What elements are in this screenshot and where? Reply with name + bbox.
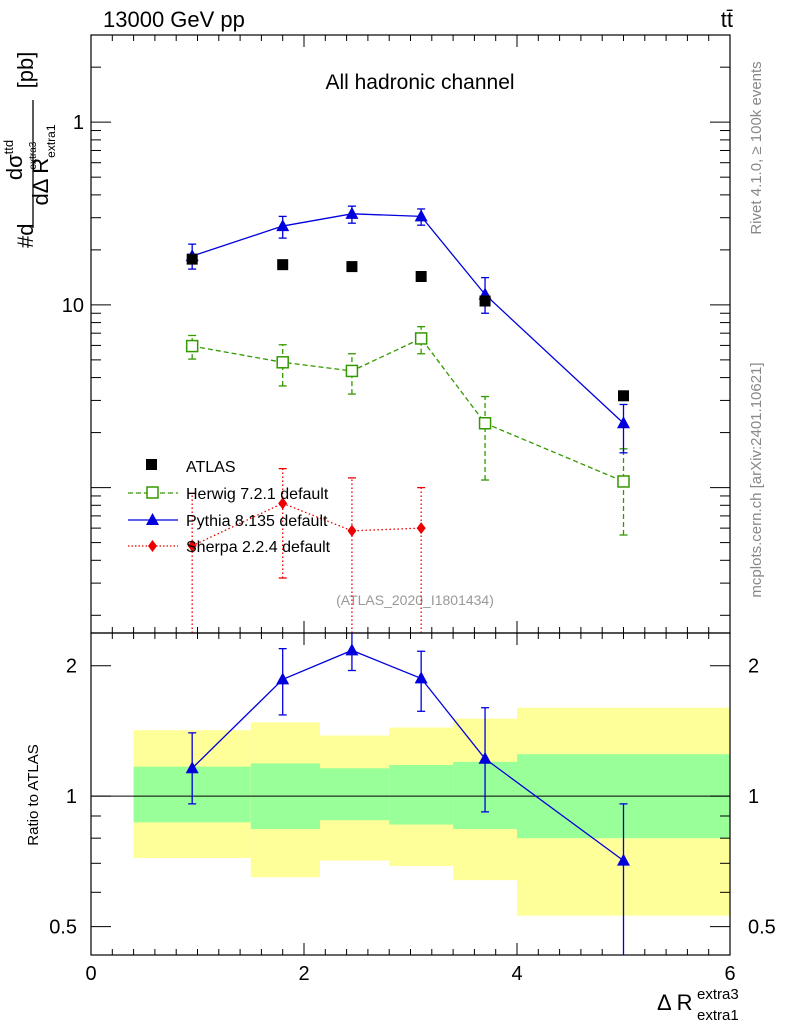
mcplots-label: mcplots.cern.ch [arXiv:2401.10621] xyxy=(748,362,765,597)
svg-text:Δ R: Δ R xyxy=(657,990,692,1015)
sherpa-point xyxy=(278,497,288,510)
y-tick-label-ratio: 0.5 xyxy=(49,917,77,939)
atlas-point xyxy=(277,259,289,271)
legend-herwig-label: Herwig 7.2.1 default xyxy=(186,486,329,503)
sherpa-point xyxy=(347,524,357,537)
y-tick-label-ratio: 1 xyxy=(66,786,77,808)
legend-pythia-marker xyxy=(146,513,159,525)
pythia-line xyxy=(191,213,624,424)
ratio-pythia-point xyxy=(414,671,428,684)
atlas-point xyxy=(479,295,491,307)
energy-label: 13000 GeV pp xyxy=(103,7,245,32)
ratio-pythia-line xyxy=(191,649,624,862)
legend: ATLAS Herwig 7.2.1 default Pythia 8.135 … xyxy=(128,459,331,556)
pythia-point xyxy=(345,206,359,219)
svg-text:dΔ Rextra1extra3: dΔ Rextra1extra3 xyxy=(28,124,58,205)
atlas-point xyxy=(415,270,427,282)
sherpa-line xyxy=(191,502,422,547)
y-tick-label-ratio: 2 xyxy=(66,656,77,678)
ratio-pythia-point xyxy=(478,751,492,764)
x-tick-label: 2 xyxy=(298,963,309,985)
ratio-band-inner xyxy=(319,768,390,821)
pythia-point xyxy=(617,416,630,429)
atlas-point xyxy=(618,390,629,402)
y-tick-label-1: 1 xyxy=(73,112,84,134)
atlas-point xyxy=(346,261,358,273)
herwig-point xyxy=(185,339,199,353)
legend-atlas-label: ATLAS xyxy=(186,459,236,476)
atlas-point xyxy=(186,253,198,265)
herwig-point xyxy=(617,475,630,488)
y-tick-label-ratio-right: 2 xyxy=(748,656,759,678)
legend-sherpa-marker xyxy=(148,540,157,552)
herwig-point xyxy=(345,364,359,378)
process-label: tt̄ xyxy=(721,7,733,32)
sherpa-point xyxy=(187,539,197,552)
ratio-band-inner xyxy=(389,765,454,825)
svg-text:extra3: extra3 xyxy=(697,986,739,1003)
svg-text:extra1: extra1 xyxy=(697,1007,739,1024)
herwig-point xyxy=(414,332,428,345)
x-tick-label: 6 xyxy=(724,963,735,985)
ratio-pythia-point xyxy=(345,643,359,656)
main-title: All hadronic channel xyxy=(325,71,514,94)
main-y-axis-label: #d dσttd dΔ Rextra1extra3 [pb] xyxy=(1,52,58,248)
pythia-point xyxy=(276,219,290,232)
analysis-label: (ATLAS_2020_I1801434) xyxy=(336,592,494,608)
ratio-pythia-point xyxy=(185,761,199,774)
y-tick-label-ratio-right: 1 xyxy=(748,786,759,808)
herwig-point xyxy=(478,416,492,430)
svg-text:[pb]: [pb] xyxy=(13,52,38,89)
herwig-point xyxy=(276,356,289,369)
ratio-pythia-point xyxy=(617,853,630,866)
x-tick-label: 0 xyxy=(85,963,96,985)
ratio-pythia-point xyxy=(276,672,290,685)
y-tick-label-ratio-right: 0.5 xyxy=(748,917,776,939)
x-axis-label: Δ R extra3 extra1 xyxy=(657,986,739,1024)
legend-sherpa-label: Sherpa 2.2.4 default xyxy=(186,539,331,556)
pythia-point xyxy=(414,209,428,222)
herwig-line xyxy=(192,337,624,483)
y-tick-label-10: 10 xyxy=(62,295,84,317)
svg-text:dσttd: dσttd xyxy=(1,140,27,180)
legend-herwig-marker xyxy=(146,486,159,499)
sherpa-point xyxy=(416,522,426,535)
main-panel: 1 10 xyxy=(62,34,731,634)
ratio-panel: 0 2 4 6 0.5 0.5 1 1 2 2 xyxy=(49,632,776,985)
svg-text:#d: #d xyxy=(13,224,38,248)
ratio-y-axis-label: Ratio to ATLAS xyxy=(25,744,42,845)
rivet-label: Rivet 4.1.0, ≥ 100k events xyxy=(748,61,765,234)
x-tick-label: 4 xyxy=(511,963,522,985)
legend-atlas-marker xyxy=(146,459,157,470)
legend-pythia-label: Pythia 8.135 default xyxy=(186,513,328,530)
